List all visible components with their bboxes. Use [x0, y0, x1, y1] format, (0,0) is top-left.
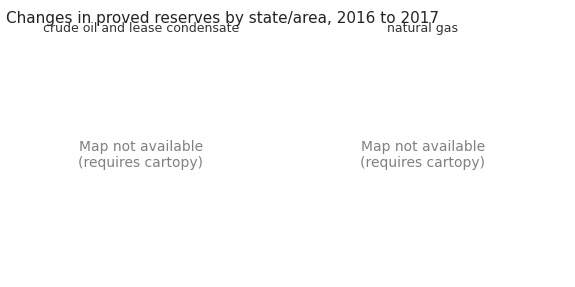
Text: Map not available
(requires cartopy): Map not available (requires cartopy) — [360, 140, 485, 170]
Text: Changes in proved reserves by state/area, 2016 to 2017: Changes in proved reserves by state/area… — [6, 11, 439, 26]
Title: crude oil and lease condensate: crude oil and lease condensate — [43, 22, 239, 35]
Title: natural gas: natural gas — [387, 22, 458, 35]
Text: Map not available
(requires cartopy): Map not available (requires cartopy) — [78, 140, 204, 170]
